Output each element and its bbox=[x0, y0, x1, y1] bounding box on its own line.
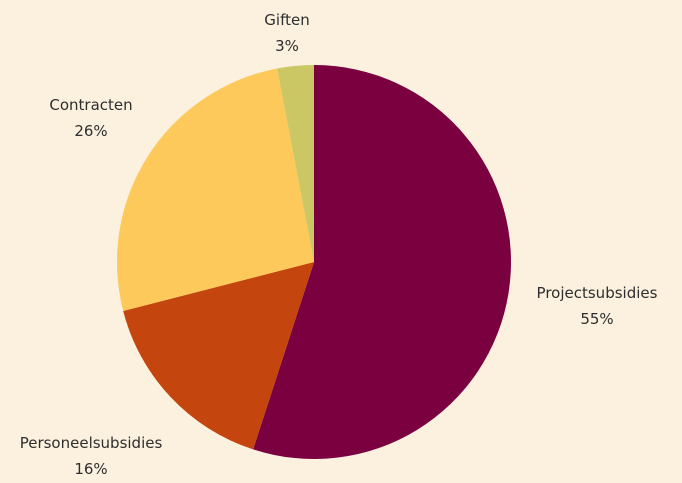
slice-value-projectsubsidies: 55% bbox=[580, 310, 613, 328]
slice-label-giften: Giften bbox=[264, 11, 309, 29]
slice-label-contracten: Contracten bbox=[49, 96, 132, 114]
slice-value-contracten: 26% bbox=[74, 122, 107, 140]
pie-slice-giften bbox=[277, 65, 314, 262]
slice-value-personeelsubsidies: 16% bbox=[74, 460, 107, 478]
slice-label-personeelsubsidies: Personeelsubsidies bbox=[20, 434, 163, 452]
slice-labels: Projectsubsidies 55% Personeelsubsidies 16%… bbox=[20, 11, 658, 478]
slice-label-projectsubsidies: Projectsubsidies bbox=[537, 284, 658, 302]
pie-slices bbox=[117, 65, 511, 460]
slice-value-giften: 3% bbox=[275, 37, 299, 55]
pie-slice-personeelsubsidies bbox=[123, 262, 314, 450]
pie-slice-projectsubsidies bbox=[253, 65, 511, 460]
pie-slice-contracten bbox=[117, 68, 314, 311]
